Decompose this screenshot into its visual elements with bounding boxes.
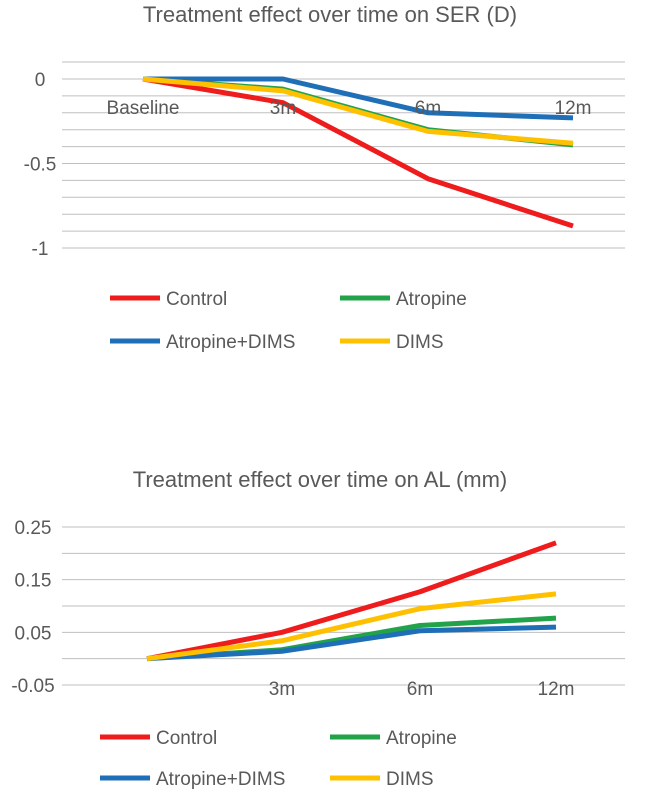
ser-chart: Treatment effect over time on SER (D) 0 -… xyxy=(24,2,625,353)
legend-label: Control xyxy=(166,289,227,310)
y-tick-label: -1 xyxy=(32,239,49,260)
legend-label: Atropine+DIMS xyxy=(156,769,285,790)
legend-item: DIMS xyxy=(330,769,434,790)
y-tick-label: -0.05 xyxy=(11,676,54,697)
legend-item: DIMS xyxy=(340,332,444,353)
legend-label: Control xyxy=(156,728,217,749)
series-line xyxy=(142,76,574,229)
legend-label: DIMS xyxy=(396,332,444,353)
x-tick-label: 3m xyxy=(269,679,295,700)
series-line xyxy=(143,76,574,121)
x-tick-label: 6m xyxy=(415,98,441,119)
series-line xyxy=(146,591,557,662)
legend-item: Control xyxy=(110,289,227,310)
legend-label: Atropine xyxy=(396,289,467,310)
al-chart: Treatment effect over time on AL (mm) 0.… xyxy=(11,467,625,790)
chart-title: Treatment effect over time on AL (mm) xyxy=(133,467,508,492)
series-line xyxy=(146,624,557,662)
legend-item: Control xyxy=(100,728,217,749)
legend-item: Atropine+DIMS xyxy=(100,769,285,790)
legend-item: Atropine xyxy=(330,728,457,749)
y-tick-label: 0.05 xyxy=(15,623,52,644)
legend-label: DIMS xyxy=(386,769,434,790)
legend: Control Atropine Atropine+DIMS DIMS xyxy=(110,289,467,353)
y-tick-label: 0.25 xyxy=(15,518,52,539)
y-tick-label: -0.5 xyxy=(24,155,57,176)
legend-item: Atropine xyxy=(340,289,467,310)
legend-item: Atropine+DIMS xyxy=(110,332,295,353)
x-tick-label: 12m xyxy=(538,679,575,700)
y-tick-label: 0 xyxy=(35,70,46,91)
y-tick-label: 0.15 xyxy=(15,571,52,592)
series-line xyxy=(142,76,574,146)
x-tick-label: Baseline xyxy=(107,98,180,119)
legend-label: Atropine xyxy=(386,728,457,749)
chart-title: Treatment effect over time on SER (D) xyxy=(143,2,517,27)
series-line xyxy=(146,540,557,662)
x-tick-label: 6m xyxy=(407,679,433,700)
legend: Control Atropine Atropine+DIMS DIMS xyxy=(100,728,457,790)
legend-label: Atropine+DIMS xyxy=(166,332,295,353)
x-tick-label: 3m xyxy=(270,98,296,119)
x-tick-label: 12m xyxy=(555,98,592,119)
gridlines xyxy=(62,61,625,249)
